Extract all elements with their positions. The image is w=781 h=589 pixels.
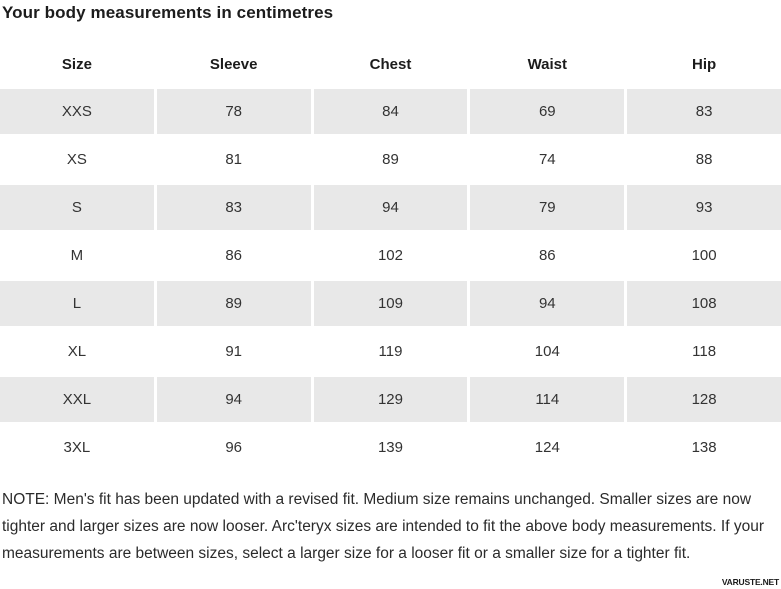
sleeve-cell: 94: [156, 377, 311, 422]
table-row-l: L 89 109 94 108: [0, 281, 781, 326]
waist-cell: 104: [470, 329, 625, 374]
measurements-table: XXS 78 84 69 83 XS 81 89 74 88 S 83 94 7…: [0, 89, 781, 470]
table-header-row: Size Sleeve Chest Waist Hip: [0, 56, 781, 74]
sleeve-cell: 83: [156, 185, 311, 230]
sleeve-cell: 91: [156, 329, 311, 374]
column-header-sleeve: Sleeve: [209, 56, 258, 73]
sleeve-cell: 78: [156, 89, 311, 134]
chest-cell: 139: [313, 425, 468, 470]
waist-cell: 69: [470, 89, 625, 134]
hip-cell: 138: [627, 425, 781, 470]
size-cell: M: [0, 233, 154, 278]
sleeve-cell: 89: [156, 281, 311, 326]
hip-cell: 88: [627, 137, 781, 182]
hip-cell: 100: [627, 233, 781, 278]
chest-cell: 84: [313, 89, 468, 134]
table-row-xl: XL 91 119 104 118: [0, 329, 781, 374]
table-row-xxs: XXS 78 84 69 83: [0, 89, 781, 134]
hip-cell: 108: [627, 281, 781, 326]
table-row-3xl: 3XL 96 139 124 138: [0, 425, 781, 470]
waist-cell: 94: [470, 281, 625, 326]
table-row-m: M 86 102 86 100: [0, 233, 781, 278]
waist-cell: 114: [470, 377, 625, 422]
column-header-chest: Chest: [369, 56, 412, 73]
page-title: Your body measurements in centimetres: [2, 3, 334, 22]
chest-cell: 102: [313, 233, 468, 278]
table-row-xs: XS 81 89 74 88: [0, 137, 781, 182]
column-header-hip: Hip: [692, 56, 717, 73]
column-header-size: Size: [61, 56, 92, 73]
waist-cell: 124: [470, 425, 625, 470]
hip-cell: 83: [627, 89, 781, 134]
hip-cell: 128: [627, 377, 781, 422]
chest-cell: 94: [313, 185, 468, 230]
size-cell: S: [0, 185, 154, 230]
waist-cell: 79: [470, 185, 625, 230]
hip-cell: 93: [627, 185, 781, 230]
size-cell: XL: [0, 329, 154, 374]
note-text: NOTE: Men's fit has been updated with a …: [2, 491, 764, 562]
size-cell: L: [0, 281, 154, 326]
chest-cell: 119: [313, 329, 468, 374]
sleeve-cell: 96: [156, 425, 311, 470]
table-row-xxl: XXL 94 129 114 128: [0, 377, 781, 422]
column-header-waist: Waist: [527, 56, 568, 73]
table-row-s: S 83 94 79 93: [0, 185, 781, 230]
chest-cell: 129: [313, 377, 468, 422]
sleeve-cell: 86: [156, 233, 311, 278]
size-guide-section: Your body measurements in centimetres Si…: [0, 3, 781, 587]
waist-cell: 86: [470, 233, 625, 278]
watermark: VARUSTE.NET: [721, 577, 779, 587]
hip-cell: 118: [627, 329, 781, 374]
size-cell: 3XL: [0, 425, 154, 470]
waist-cell: 74: [470, 137, 625, 182]
size-cell: XXS: [0, 89, 154, 134]
size-cell: XS: [0, 137, 154, 182]
chest-cell: 109: [313, 281, 468, 326]
chest-cell: 89: [313, 137, 468, 182]
size-cell: XXL: [0, 377, 154, 422]
sleeve-cell: 81: [156, 137, 311, 182]
